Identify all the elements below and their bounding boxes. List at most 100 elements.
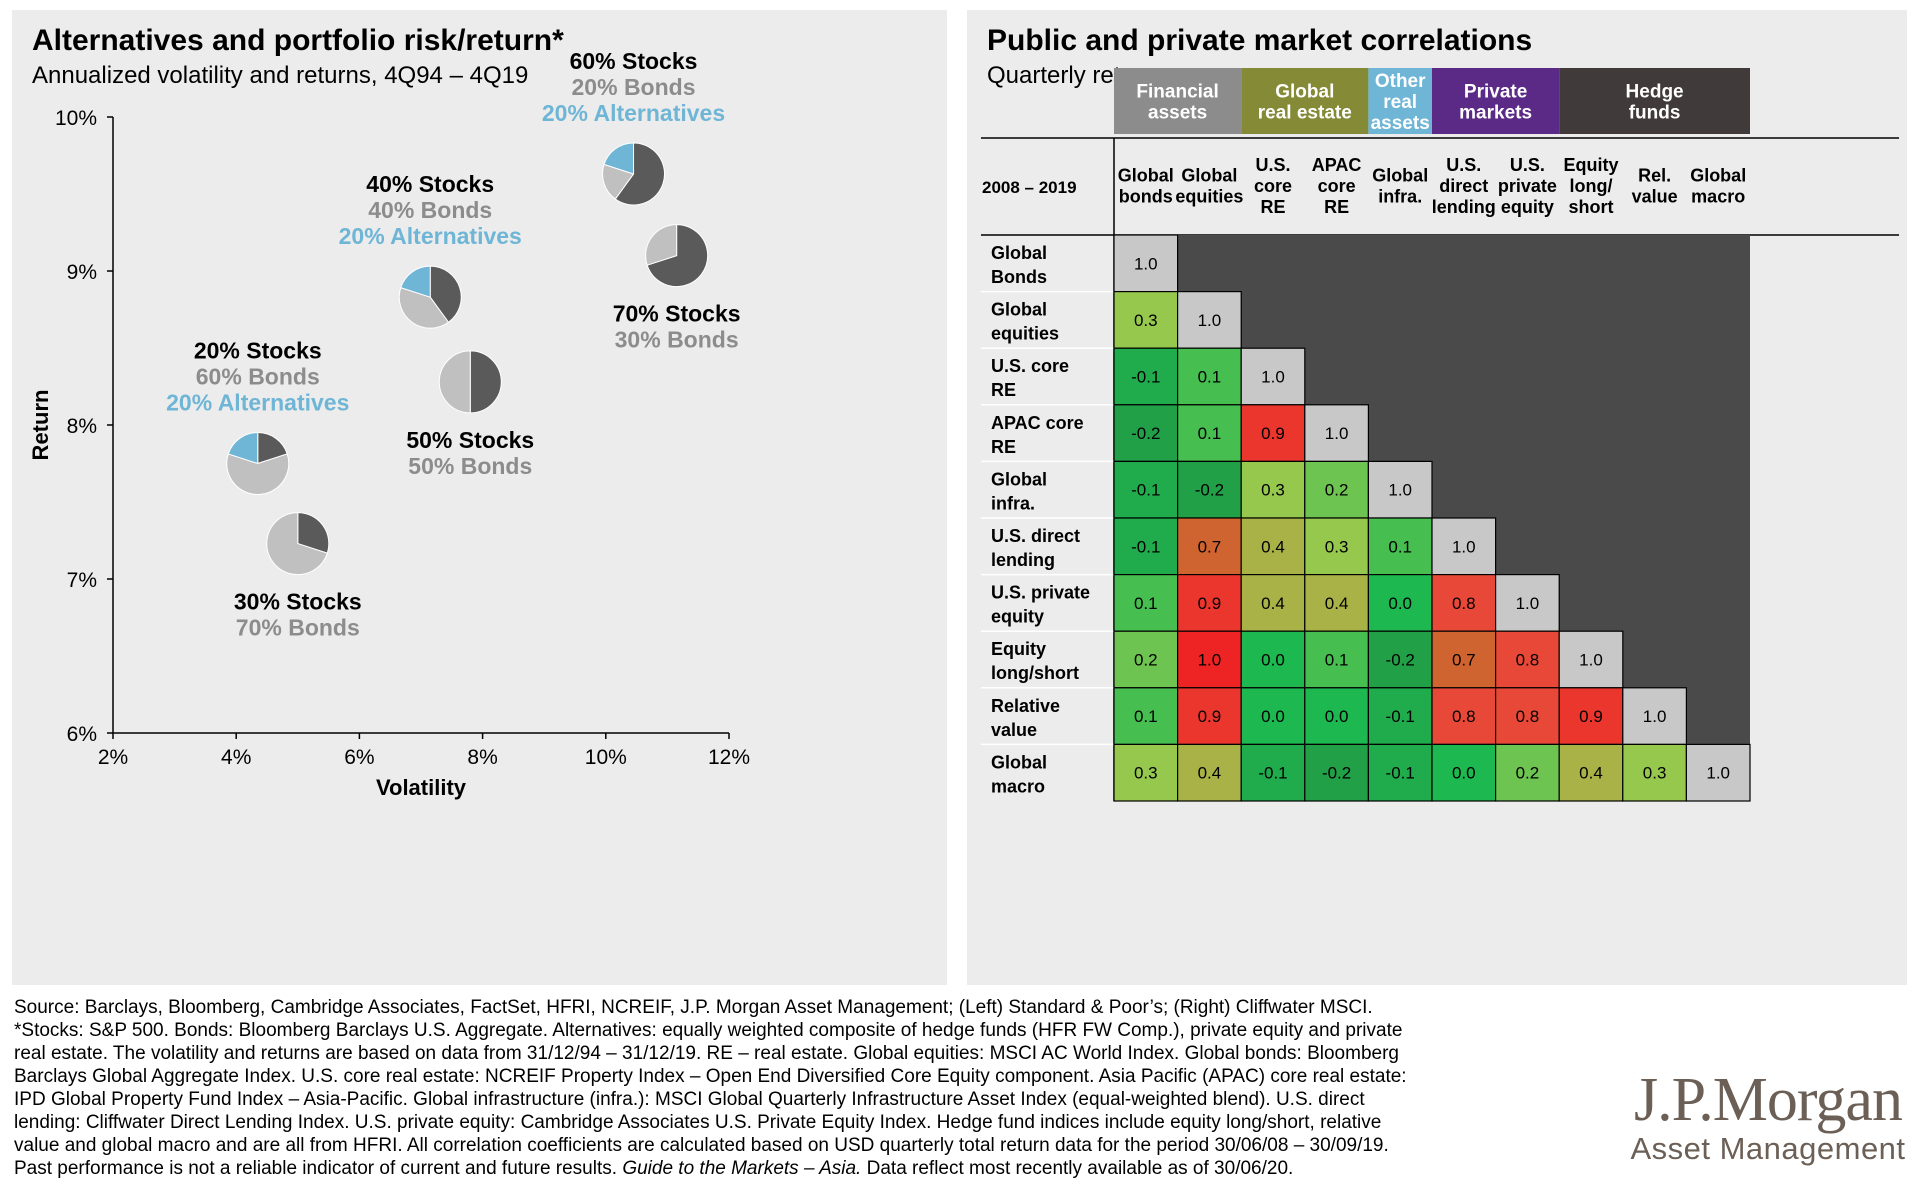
column-header-label: Global	[1181, 166, 1237, 186]
column-header-label: value	[1632, 187, 1678, 207]
pie-slice-stocks	[297, 512, 330, 554]
column-header-label: direct	[1439, 176, 1488, 196]
correlation-cell	[1558, 630, 1624, 689]
correlation-value: -0.2	[1131, 424, 1160, 443]
correlation-value: 0.1	[1325, 651, 1349, 670]
pie-slice-alternatives	[603, 142, 635, 175]
correlation-cell	[1367, 687, 1433, 745]
group-header-label: Other	[1375, 71, 1426, 92]
correlation-cell	[1177, 291, 1242, 349]
correlation-value: 1.0	[1388, 481, 1412, 500]
correlation-cell	[1431, 630, 1497, 689]
row-header-label: Global	[991, 752, 1047, 772]
correlation-cell	[1558, 687, 1624, 745]
column-header-label: Global	[1118, 166, 1174, 186]
row-header-label: equity	[991, 607, 1044, 627]
row-header-label: U.S. private	[991, 583, 1090, 603]
correlation-cell	[1367, 460, 1433, 519]
row-header-label: APAC core	[991, 413, 1084, 433]
y-tick-label: 7%	[67, 569, 97, 592]
correlation-value: 0.2	[1516, 764, 1540, 783]
footnote-line-last: Past performance is not a reliable indic…	[14, 1157, 1614, 1180]
correlation-value: 0.9	[1198, 707, 1222, 726]
portfolio-pie-marker	[226, 431, 290, 495]
correlation-cell	[1113, 234, 1179, 293]
correlation-value: 0.0	[1452, 764, 1476, 783]
group-header-label: Hedge	[1626, 82, 1684, 103]
correlation-value: 0.3	[1134, 764, 1158, 783]
correlation-value: 0.3	[1325, 537, 1349, 556]
pie-slice-stocks	[429, 265, 462, 323]
correlation-value: -0.2	[1386, 651, 1415, 670]
x-tick-label: 2%	[98, 746, 128, 769]
row-header-label: Bonds	[991, 267, 1047, 287]
column-header-label: equities	[1175, 187, 1243, 207]
pie-label-line: 70% Bonds	[236, 615, 360, 641]
group-header-band	[1368, 68, 1432, 134]
group-header-band	[1432, 68, 1560, 134]
correlation-value: 0.1	[1198, 424, 1222, 443]
correlation-cell	[1177, 743, 1242, 802]
correlation-value: 0.1	[1198, 368, 1222, 387]
correlation-cell	[1685, 743, 1751, 802]
group-header-band	[1241, 68, 1369, 134]
correlation-cell	[1240, 404, 1306, 462]
correlation-value: 0.8	[1516, 707, 1540, 726]
left-chart-title: Alternatives and portfolio risk/return*	[32, 24, 564, 57]
row-header-label: U.S. direct	[991, 526, 1080, 546]
pie-slice-bonds	[438, 350, 471, 414]
x-tick-label: 12%	[708, 746, 750, 769]
footnote-line: real estate. The volatility and returns …	[14, 1043, 1399, 1064]
group-header-label: real estate	[1258, 103, 1352, 124]
correlation-value: 0.9	[1579, 707, 1603, 726]
correlation-cell	[1304, 404, 1369, 462]
correlation-value: 1.0	[1516, 594, 1540, 613]
x-axis-title: Volatility	[376, 775, 467, 800]
pie-slice-stocks	[469, 350, 502, 414]
correlation-value: 0.8	[1452, 594, 1476, 613]
x-tick-label: 6%	[344, 746, 374, 769]
group-header-label: assets	[1148, 103, 1207, 124]
correlation-cell	[1304, 573, 1369, 632]
pie-slice-bonds	[645, 224, 678, 266]
row-header-label: long/short	[991, 663, 1079, 683]
pie-slice-alternatives	[227, 431, 259, 465]
row-header-label: RE	[991, 380, 1016, 400]
correlation-value: 1.0	[1643, 707, 1667, 726]
column-header-label: Global	[1690, 166, 1746, 186]
row-header-label: infra.	[991, 493, 1035, 513]
pie-label-line: 60% Stocks	[570, 48, 698, 74]
correlation-value: -0.1	[1386, 707, 1415, 726]
correlation-value: 0.0	[1261, 707, 1285, 726]
period-label: 2008 – 2019	[982, 178, 1077, 197]
portfolio-pie-marker	[398, 265, 462, 329]
correlation-value: 0.4	[1261, 537, 1285, 556]
correlation-value: 0.0	[1388, 594, 1412, 613]
correlation-cell	[1113, 517, 1179, 576]
pie-label-line: 50% Stocks	[406, 427, 534, 453]
correlation-value: 0.0	[1325, 707, 1349, 726]
correlation-cell	[1240, 630, 1306, 689]
pie-label-line: 30% Bonds	[615, 327, 739, 353]
jpmorgan-logo: J.P.Morgan Asset Management	[1628, 1068, 1908, 1166]
correlation-cell	[1304, 743, 1369, 802]
correlation-value: -0.1	[1386, 764, 1415, 783]
correlation-value: 0.9	[1261, 424, 1285, 443]
row-header-label: Global	[991, 243, 1047, 263]
correlation-cell	[1177, 573, 1242, 632]
correlation-cell	[1494, 743, 1560, 802]
correlation-value: 0.3	[1261, 481, 1285, 500]
pie-label-line: 50% Bonds	[408, 453, 532, 479]
column-header-label: Equity	[1563, 155, 1618, 175]
group-header-label: real	[1383, 92, 1417, 113]
group-header-label: Global	[1275, 82, 1334, 103]
column-header-label: APAC	[1312, 155, 1362, 175]
correlation-cell	[1367, 743, 1433, 802]
row-header-label: U.S. core	[991, 356, 1069, 376]
correlation-cell	[1494, 573, 1560, 632]
correlation-value: 0.1	[1134, 594, 1158, 613]
column-header-label: private	[1498, 176, 1557, 196]
group-header-label: markets	[1459, 103, 1532, 124]
pie-slice-bonds	[602, 163, 635, 200]
row-header-label: Equity	[991, 639, 1046, 659]
